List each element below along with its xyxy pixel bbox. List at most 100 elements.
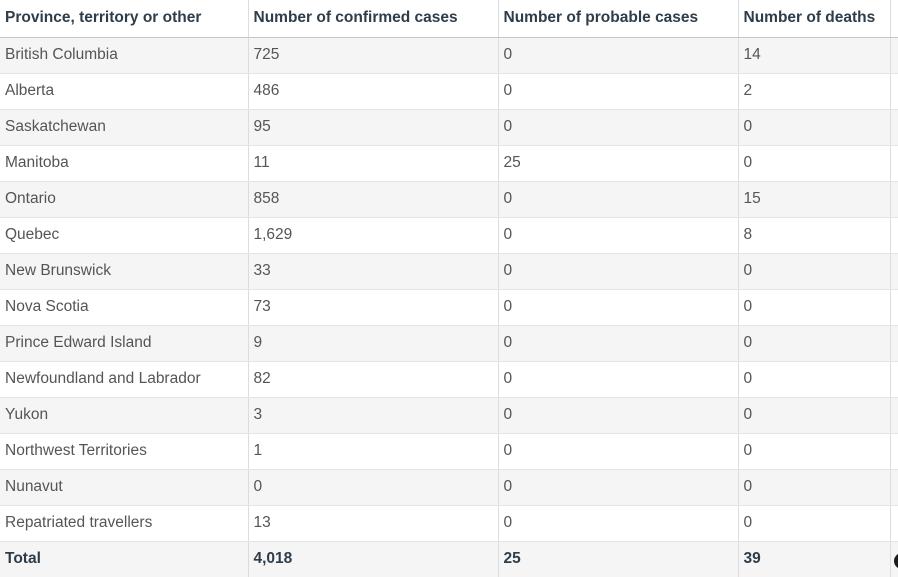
value-cell: 0 <box>738 397 891 434</box>
table-row: Prince Edward Island 9 0 0 <box>0 325 898 362</box>
value-cell: 11 <box>248 145 499 182</box>
value-cell: 33 <box>248 253 499 290</box>
table-row: Repatriated travellers 13 0 0 <box>0 505 898 542</box>
value-cell: 725 <box>248 37 499 74</box>
total-deaths: 39 <box>738 541 891 577</box>
value-cell: 0 <box>738 433 891 470</box>
total-probable-cases: 25 <box>498 541 739 577</box>
table-footer: Total 4,018 25 39 <box>0 541 898 577</box>
value-cell: 0 <box>248 469 499 506</box>
value-cell <box>890 37 898 74</box>
province-cell: Nova Scotia <box>0 289 249 326</box>
value-cell: 0 <box>498 109 739 146</box>
table-header: Province, territory or other Number of c… <box>0 0 898 38</box>
province-cell: Prince Edward Island <box>0 325 249 362</box>
table-row: Quebec 1,629 0 8 <box>0 217 898 254</box>
value-cell <box>890 109 898 146</box>
value-cell: 0 <box>498 289 739 326</box>
province-cell: Quebec <box>0 217 249 254</box>
value-cell: 14 <box>738 37 891 74</box>
column-header-probable-cases: Number of probable cases <box>498 0 739 38</box>
column-header-deaths: Number of deaths <box>738 0 891 38</box>
value-cell: 2 <box>738 73 891 110</box>
table-row: Saskatchewan 95 0 0 <box>0 109 898 146</box>
value-cell: 858 <box>248 181 499 218</box>
value-cell: 0 <box>498 37 739 74</box>
value-cell <box>890 73 898 110</box>
value-cell: 0 <box>498 181 739 218</box>
value-cell <box>890 217 898 254</box>
value-cell: 0 <box>498 253 739 290</box>
value-cell <box>890 181 898 218</box>
value-cell: 0 <box>498 397 739 434</box>
table-row: Alberta 486 0 2 <box>0 73 898 110</box>
table-row: Ontario 858 0 15 <box>0 181 898 218</box>
value-cell: 13 <box>248 505 499 542</box>
value-cell: 0 <box>738 325 891 362</box>
value-cell: 0 <box>498 217 739 254</box>
value-cell: 0 <box>498 73 739 110</box>
column-header-confirmed-cases: Number of confirmed cases <box>248 0 499 38</box>
value-cell: 3 <box>248 397 499 434</box>
province-cell: Alberta <box>0 73 249 110</box>
value-cell: 0 <box>498 325 739 362</box>
value-cell: 0 <box>498 505 739 542</box>
value-cell <box>890 433 898 470</box>
province-cell: British Columbia <box>0 37 249 74</box>
value-cell: 82 <box>248 361 499 398</box>
table-row: New Brunswick 33 0 0 <box>0 253 898 290</box>
province-cell: Ontario <box>0 181 249 218</box>
value-cell: 0 <box>738 289 891 326</box>
value-cell: 95 <box>248 109 499 146</box>
value-cell: 1,629 <box>248 217 499 254</box>
value-cell: 0 <box>738 469 891 506</box>
value-cell: 0 <box>738 253 891 290</box>
header-row: Province, territory or other Number of c… <box>0 0 898 38</box>
province-cell: Manitoba <box>0 145 249 182</box>
value-cell: 0 <box>498 361 739 398</box>
value-cell: 0 <box>738 145 891 182</box>
value-cell <box>890 325 898 362</box>
table-row: Nunavut 0 0 0 <box>0 469 898 506</box>
table-row: British Columbia 725 0 14 <box>0 37 898 74</box>
table-row: Yukon 3 0 0 <box>0 397 898 434</box>
value-cell <box>890 469 898 506</box>
province-cell: Repatriated travellers <box>0 505 249 542</box>
value-cell: 0 <box>498 469 739 506</box>
value-cell: 1 <box>248 433 499 470</box>
value-cell: 15 <box>738 181 891 218</box>
table-row: Nova Scotia 73 0 0 <box>0 289 898 326</box>
value-cell: 8 <box>738 217 891 254</box>
value-cell: 0 <box>738 505 891 542</box>
value-cell <box>890 145 898 182</box>
value-cell: 486 <box>248 73 499 110</box>
value-cell <box>890 505 898 542</box>
value-cell: 9 <box>248 325 499 362</box>
province-cell: Saskatchewan <box>0 109 249 146</box>
partial-floating-button[interactable] <box>894 553 898 569</box>
total-row: Total 4,018 25 39 <box>0 541 898 577</box>
value-cell <box>890 397 898 434</box>
value-cell <box>890 253 898 290</box>
province-cell: New Brunswick <box>0 253 249 290</box>
value-cell: 25 <box>498 145 739 182</box>
value-cell: 0 <box>738 109 891 146</box>
value-cell: 0 <box>738 361 891 398</box>
province-cell: Newfoundland and Labrador <box>0 361 249 398</box>
table-body: British Columbia 725 0 14 Alberta 486 0 2 Saskat… <box>0 37 898 542</box>
province-cell: Nunavut <box>0 469 249 506</box>
province-cell: Northwest Territories <box>0 433 249 470</box>
province-cell: Yukon <box>0 397 249 434</box>
table-row: Manitoba 11 25 0 <box>0 145 898 182</box>
value-cell <box>890 361 898 398</box>
total-confirmed-cases: 4,018 <box>248 541 499 577</box>
value-cell: 73 <box>248 289 499 326</box>
total-label: Total <box>0 541 249 577</box>
value-cell <box>890 289 898 326</box>
table-row: Newfoundland and Labrador 82 0 0 <box>0 361 898 398</box>
table-row: Northwest Territories 1 0 0 <box>0 433 898 470</box>
column-header-province: Province, territory or other <box>0 0 249 38</box>
column-header-clipped <box>890 0 898 38</box>
